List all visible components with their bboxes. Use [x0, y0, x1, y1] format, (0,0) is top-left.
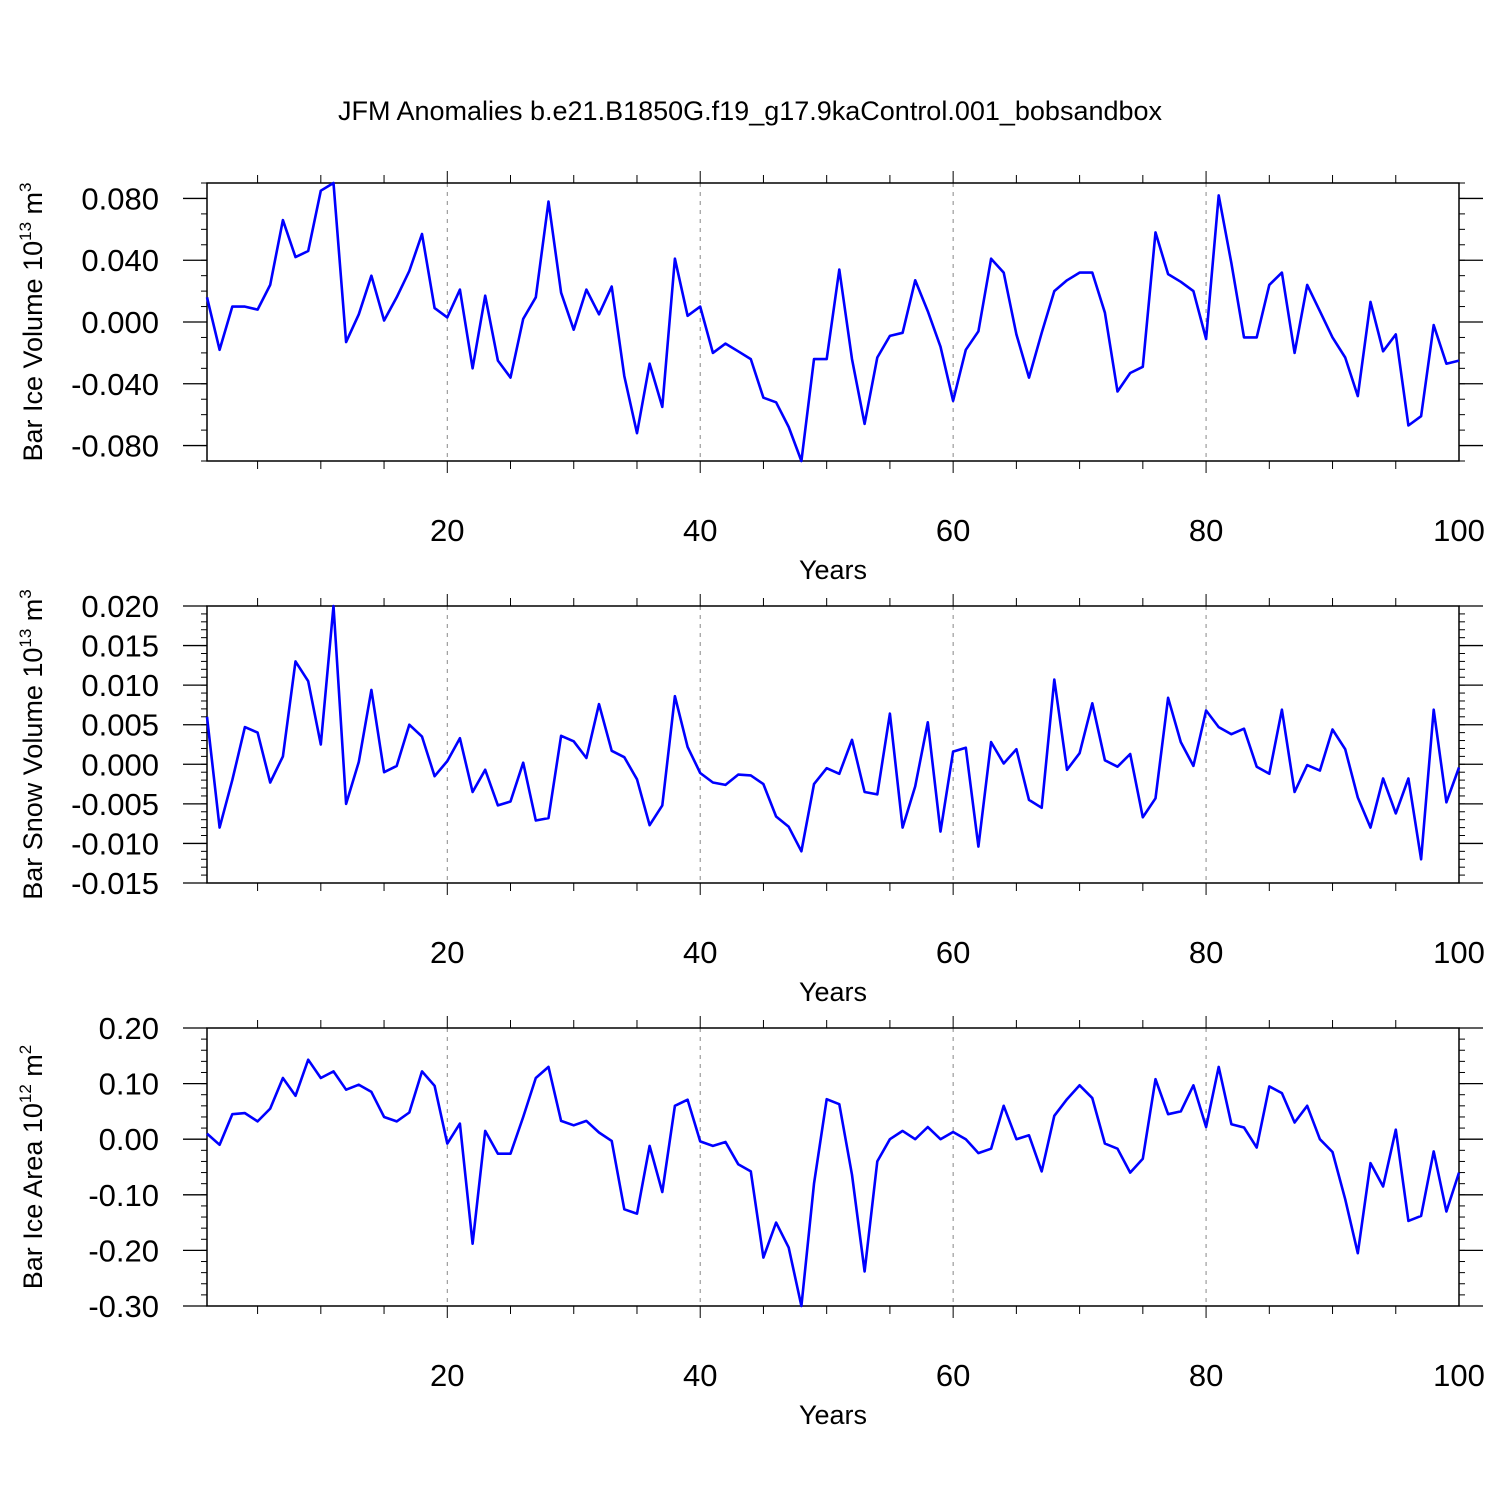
x-tick-label: 80	[1189, 935, 1223, 970]
y-tick-label: 0.080	[81, 181, 159, 216]
plot-frame	[206, 1027, 1460, 1307]
y-tick-label: 0.000	[81, 305, 159, 340]
y-tick-label: 0.20	[99, 1011, 159, 1046]
y-tick-label: 0.005	[81, 708, 159, 743]
y-tick-label: 0.040	[81, 243, 159, 278]
y-tick-label: -0.005	[71, 787, 159, 822]
y-axis-label: Bar Ice Area 1012 m2	[16, 1045, 48, 1290]
y-tick-label: 0.020	[81, 589, 159, 624]
x-axis-label: Years	[799, 1400, 867, 1430]
y-tick-label: 0.00	[99, 1122, 159, 1157]
x-tick-label: 40	[683, 935, 717, 970]
y-tick-label: 0.015	[81, 629, 159, 664]
y-tick-label: 0.10	[99, 1067, 159, 1102]
x-tick-label: 40	[683, 1358, 717, 1393]
x-tick-label: 20	[430, 1358, 464, 1393]
y-tick-label: -0.010	[71, 826, 159, 861]
y-tick-label: 0.000	[81, 747, 159, 782]
x-tick-label: 20	[430, 935, 464, 970]
panel-ice-area: 0.20 0.10 0.00 -0.10 -0.20 -0.30 20 40 60 80 100 Ye…	[16, 1011, 1485, 1430]
series-line-ice-area	[206, 1058, 1461, 1308]
x-tick-label: 60	[936, 513, 970, 548]
x-tick-label: 20	[430, 513, 464, 548]
x-tick-label: 100	[1433, 935, 1485, 970]
x-axis-label: Years	[799, 555, 867, 585]
y-tick-label: 0.010	[81, 668, 159, 703]
x-tick-label: 80	[1189, 1358, 1223, 1393]
x-axis-label: Years	[799, 977, 867, 1007]
panel-snow-volume: 0.020 0.015 0.010 0.005 0.000 -0.005 -0.010 -0.…	[16, 589, 1485, 1007]
y-tick-label: -0.30	[88, 1289, 159, 1324]
x-tick-label: 40	[683, 513, 717, 548]
chart-title: JFM Anomalies b.e21.B1850G.f19_g17.9kaCo…	[338, 96, 1163, 126]
panel-ice-volume: 0.080 0.040 0.000 -0.040 -0.080 20 40 60 80 100 Ye…	[16, 171, 1485, 585]
y-tick-label: -0.20	[88, 1233, 159, 1268]
x-tick-label: 80	[1189, 513, 1223, 548]
y-axis-label: Bar Ice Volume 1013 m3	[16, 182, 48, 461]
plot-frame	[206, 605, 1460, 884]
y-tick-label: -0.080	[71, 429, 159, 464]
x-tick-label: 100	[1433, 1358, 1485, 1393]
y-tick-label: -0.040	[71, 367, 159, 402]
y-axis-label: Bar Snow Volume 1013 m3	[16, 589, 48, 900]
y-tick-label: -0.015	[71, 866, 159, 901]
x-tick-label: 60	[936, 935, 970, 970]
x-tick-label: 60	[936, 1358, 970, 1393]
y-tick-label: -0.10	[88, 1178, 159, 1213]
x-tick-label: 100	[1433, 513, 1485, 548]
series-line-snow-volume	[205, 604, 1461, 861]
series-line-ice-volume	[205, 181, 1460, 463]
